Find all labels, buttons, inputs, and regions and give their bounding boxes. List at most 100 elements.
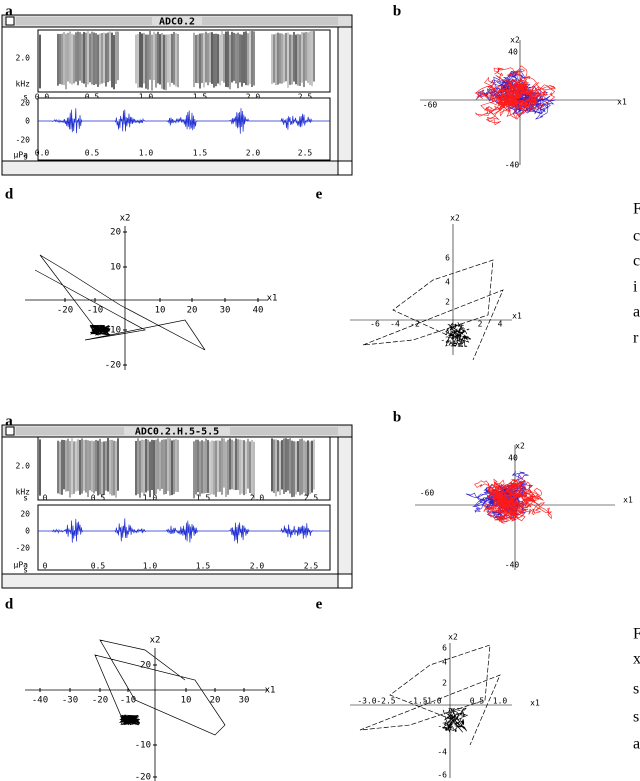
x-tick-label: 4 [498, 320, 503, 329]
spectrogram-column [155, 33, 157, 88]
spectrogram-column [67, 32, 69, 82]
spectrogram-column [285, 438, 287, 493]
spectrogram-column [81, 33, 83, 83]
spectrogram-column [227, 439, 229, 495]
wave-ytick: 0 [25, 527, 30, 536]
spectrogram-column [295, 34, 297, 85]
spectrogram-column [205, 31, 207, 83]
wave-ytick: 20 [20, 99, 30, 108]
y-tick-label: 6 [445, 254, 450, 263]
spec-origin: s [23, 494, 28, 503]
close-box[interactable] [5, 426, 15, 436]
spectrogram-column [201, 33, 203, 84]
spectrogram-column [291, 34, 293, 85]
spectrogram-column [71, 33, 73, 85]
scrollbar-v[interactable] [337, 436, 353, 575]
spectrogram-column [79, 32, 81, 81]
spectrogram-column [223, 438, 225, 488]
spectrogram-column [99, 438, 101, 495]
spectrogram-column [205, 438, 207, 493]
spectrogram-column [227, 31, 229, 88]
spectrogram-column [173, 439, 175, 495]
y-tick-label: -20 [105, 361, 121, 371]
spectrogram-column [175, 439, 177, 492]
spectrogram-column [171, 33, 173, 83]
spectrogram-column [301, 32, 303, 83]
y-tick-label: -2 [440, 336, 450, 345]
spectrogram-column [249, 31, 251, 84]
trajectory [94, 639, 226, 736]
spectrogram-column [101, 33, 103, 84]
scrollbar-v[interactable] [337, 26, 353, 162]
spectrogram-column [193, 32, 195, 88]
spectrogram-column [233, 440, 235, 490]
window-title: ADC0.2 [159, 17, 195, 28]
scrollbar-h[interactable] [1, 573, 339, 589]
time-tick: 0.5 [91, 494, 106, 503]
time-tick: 1.5 [196, 562, 211, 571]
spectrogram-column [313, 439, 315, 490]
x-axis-label: x1 [530, 699, 540, 708]
wave-ytick: 0 [25, 117, 30, 126]
spectrogram-column [143, 32, 145, 84]
spectrogram-column [105, 441, 107, 491]
spectrogram-column [65, 440, 67, 492]
wave-unit: µPa [14, 561, 29, 570]
spectrogram-column [275, 439, 277, 497]
waveform-frame [37, 504, 331, 571]
spectrogram-column [239, 34, 241, 83]
waveform [38, 108, 330, 134]
spectrogram-column [215, 440, 217, 497]
caption-fragment: F [633, 626, 640, 643]
spectrogram-column [77, 439, 79, 491]
spectrogram-column [309, 31, 311, 86]
y-tick-label: 4 [442, 658, 447, 667]
spectrogram-column [295, 441, 297, 495]
spectrogram-column [299, 439, 301, 496]
spectrogram-column [147, 34, 149, 90]
phase-label: -60 [420, 489, 435, 498]
spectrogram-column [59, 34, 61, 84]
x-tick-label: -10 [120, 696, 136, 706]
spectrogram-column [245, 31, 247, 86]
close-box[interactable] [5, 16, 15, 26]
spectrogram-column [167, 34, 169, 83]
spectrogram-column [139, 31, 141, 88]
spectrogram-column [211, 32, 213, 84]
spectrogram-column [63, 440, 65, 490]
spectrogram-column [195, 439, 197, 495]
spectrogram-column [239, 439, 241, 495]
x-tick-label: -2 [410, 320, 420, 329]
spectrogram-column [95, 439, 97, 492]
panel-label: a [5, 413, 13, 429]
time-tick: 0 [43, 562, 48, 571]
spectrogram-column [217, 34, 219, 84]
phase-label: x2 [515, 442, 525, 451]
y-tick-label: 20 [110, 228, 121, 238]
spectrogram-column [39, 439, 41, 496]
wave-origin: s [23, 566, 28, 575]
spectrogram-column [97, 34, 99, 87]
spectrogram-column [221, 438, 223, 495]
x-axis-label: x1 [265, 686, 276, 696]
spectrogram-column [135, 440, 137, 496]
spectrogram-column [103, 441, 105, 495]
spectrogram-column [303, 440, 305, 493]
x-tick-label: -1.0 [422, 697, 441, 706]
spectrogram-column [149, 441, 151, 498]
spectrogram-column [111, 439, 113, 496]
spec-origin: s [23, 93, 28, 102]
spectrogram-column [225, 31, 227, 87]
spectrogram-column [305, 441, 307, 497]
spectrogram-column [157, 31, 159, 84]
x-tick-label: 20 [210, 696, 221, 706]
spectrogram-column [275, 33, 277, 86]
spectrogram-column [117, 31, 119, 81]
spectrogram-column [135, 34, 137, 84]
y-tick-label: 2 [445, 298, 450, 307]
spectrogram-column [305, 31, 307, 81]
scrollbar-h[interactable] [1, 160, 339, 176]
spectrogram-column [169, 438, 171, 496]
